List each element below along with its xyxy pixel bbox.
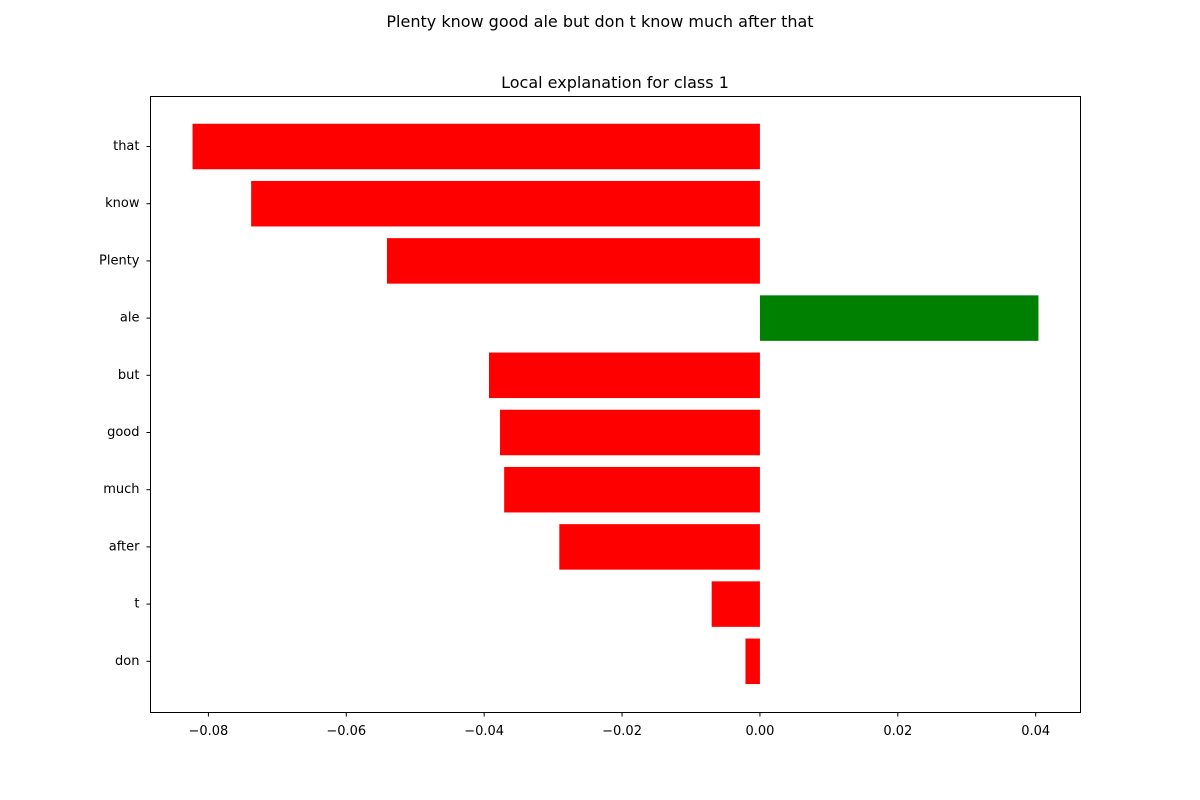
x-tick-label: −0.08 (188, 724, 228, 739)
x-tick-label: 0.04 (1021, 724, 1050, 739)
chart-title: Local explanation for class 1 (501, 73, 729, 92)
y-tick-label: but (118, 368, 140, 383)
x-tick-label: −0.04 (464, 724, 504, 739)
bar-ale (759, 295, 1039, 341)
bar-don (745, 638, 760, 685)
x-tick-label: 0.02 (883, 724, 912, 739)
bar-t (711, 581, 760, 627)
y-tick-label: good (107, 425, 139, 440)
y-tick-label: know (105, 196, 140, 211)
bar-but (488, 352, 760, 399)
axes-frame (150, 96, 1081, 713)
y-tick-label: Plenty (99, 253, 140, 268)
bar-know (251, 180, 760, 227)
y-tick-label: don (115, 654, 139, 669)
y-tick-label: that (113, 139, 139, 154)
bar-after (559, 524, 760, 570)
figure-suptitle: Plenty know good ale but don t know much… (386, 12, 814, 31)
x-tick-label: −0.06 (326, 724, 366, 739)
y-axis-ticks: that know Plenty ale but good much after t don (99, 139, 151, 669)
bar-plenty (386, 238, 760, 284)
y-tick-label: after (109, 539, 140, 554)
bar-much (504, 466, 760, 513)
y-tick-label: ale (120, 311, 140, 326)
bar-that (192, 123, 760, 170)
y-tick-label: t (134, 597, 139, 612)
y-tick-label: much (103, 482, 139, 497)
x-axis-ticks: −0.08 −0.06 −0.04 −0.02 0.00 0.02 0.04 (188, 712, 1050, 739)
x-tick-label: −0.02 (602, 724, 642, 739)
x-tick-label: 0.00 (745, 724, 774, 739)
bars-group (192, 123, 1039, 685)
bar-good (500, 409, 760, 456)
